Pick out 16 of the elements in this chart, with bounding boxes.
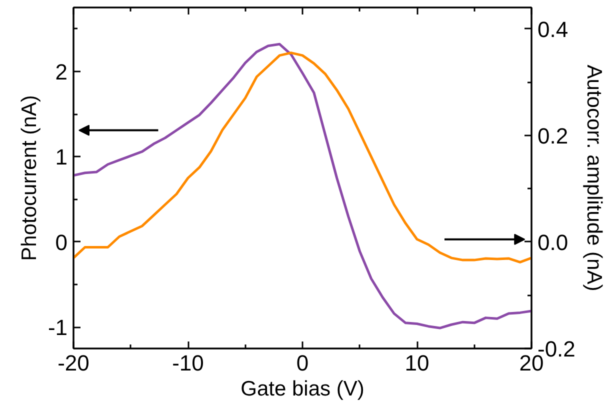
- x-tick-label: 10: [404, 350, 430, 376]
- y2-tick-label: 0.4: [538, 16, 568, 42]
- x-tick-label: -20: [58, 350, 90, 376]
- y2-axis-title: Autocorr. amplitude (nA): [582, 64, 606, 292]
- line-series: [74, 42, 532, 330]
- y2-tick-label: 0.0: [538, 230, 568, 255]
- y-tick-label: -1: [48, 315, 68, 340]
- x-tick-label: 0: [296, 350, 309, 376]
- y-axis-title: Photocurrent (nA): [18, 95, 41, 261]
- x-axis-title: Gate bias (V): [240, 378, 364, 400]
- line-series: [74, 52, 532, 264]
- y2-tick-label: 0.2: [538, 123, 568, 148]
- y-tick-label: 2: [55, 59, 68, 84]
- x-tick-label: -10: [172, 350, 204, 376]
- y-tick-label: 1: [55, 144, 68, 170]
- y-tick-label: 0: [55, 230, 68, 255]
